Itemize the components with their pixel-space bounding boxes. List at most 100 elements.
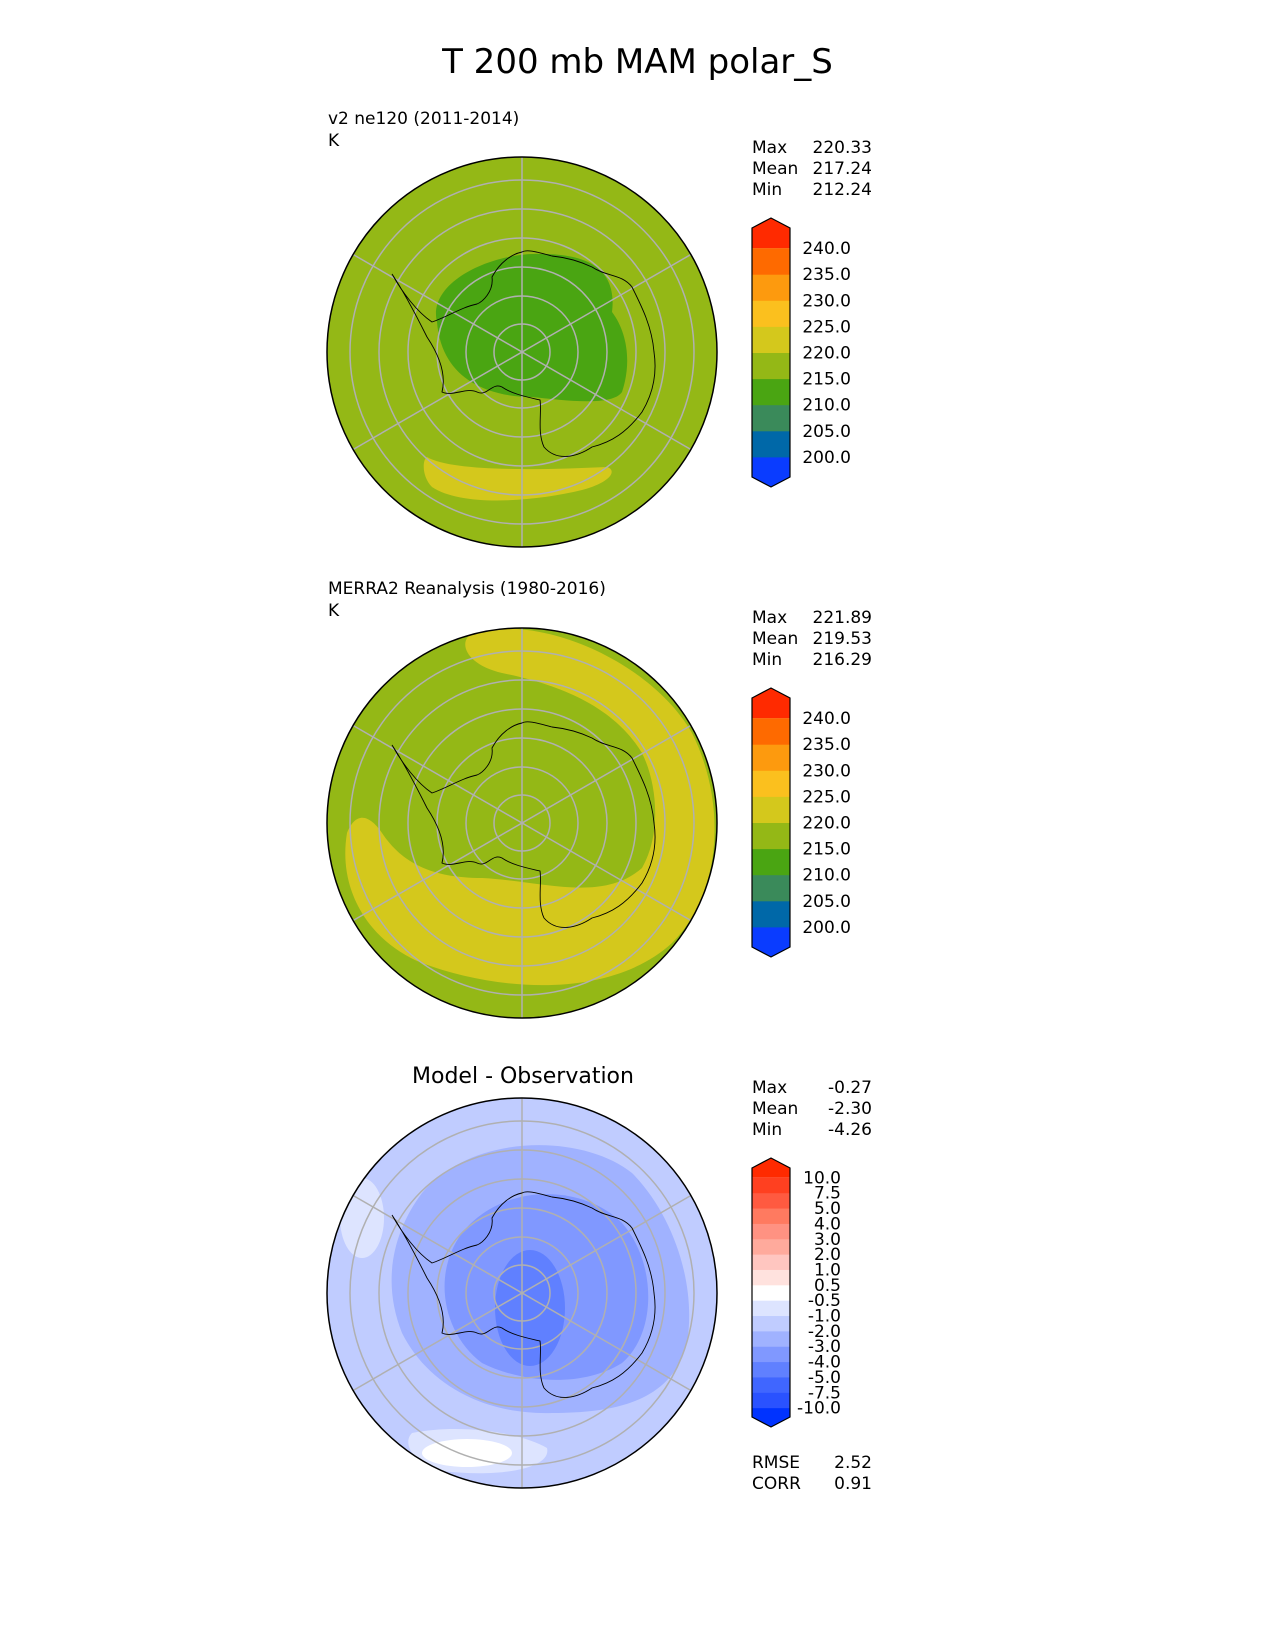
stat-value: 216.29 <box>812 650 872 670</box>
colorbar-segment <box>752 1376 790 1393</box>
stat-label: Mean <box>752 159 799 179</box>
colorbar-outline <box>751 687 791 958</box>
panel1-units: K <box>328 131 340 151</box>
colorbar-segment <box>752 848 790 876</box>
stat-label: Min <box>752 1120 783 1140</box>
colorbar-segment <box>752 744 790 771</box>
contour-region <box>340 1178 384 1258</box>
colorbar-segment <box>752 1330 790 1347</box>
colorbar-segment <box>752 1254 790 1270</box>
stat-value: -4.26 <box>828 1120 872 1140</box>
panel1-name: v2 ne120 (2011-2014) <box>328 109 520 129</box>
colorbar-tick-label: 7.5 <box>814 1184 841 1204</box>
colorbar-tick-label: 205.0 <box>802 422 851 442</box>
longitude-gridline <box>352 1194 692 1392</box>
figure-title: T 200 mb MAM polar_S <box>442 42 833 82</box>
colorbar-tick-label: 240.0 <box>802 709 851 729</box>
colorbar-tick-label: 5.0 <box>814 1199 841 1219</box>
stat-value: 220.33 <box>812 138 872 158</box>
map-field <box>327 1098 717 1488</box>
colorbar-tick-label: 210.0 <box>802 396 851 416</box>
colorbar-tick-label: 220.0 <box>802 344 851 364</box>
panel2-name: MERRA2 Reanalysis (1980-2016) <box>328 579 606 599</box>
colorbar-extend-max <box>752 218 790 249</box>
colorbar-tick-label: 2.0 <box>814 1245 841 1265</box>
stat-label: Max <box>752 138 788 158</box>
colorbar-tick-label: 230.0 <box>802 761 851 781</box>
stat-label: Max <box>752 1078 788 1098</box>
stat-label: Mean <box>752 1099 799 1119</box>
colorbar-segment <box>752 1269 790 1286</box>
stat-value: -2.30 <box>828 1099 872 1119</box>
map-panel-1 <box>326 156 718 548</box>
colorbar-segment <box>752 900 790 928</box>
colorbar-segment <box>752 378 790 406</box>
colorbar-segment <box>752 1284 790 1301</box>
colorbar-segment <box>752 822 790 850</box>
colorbar-outline <box>751 1157 791 1428</box>
map-field <box>327 157 717 547</box>
map-boundary <box>326 1097 718 1489</box>
colorbar-segment <box>752 1177 790 1194</box>
colorbar-tick-label: -7.5 <box>808 1383 841 1403</box>
stat-label: Max <box>752 608 788 628</box>
colorbar-tick-label: 230.0 <box>802 291 851 311</box>
contour-region <box>345 628 715 986</box>
stat-label: Mean <box>752 629 799 649</box>
colorbar-tick-label: 210.0 <box>802 866 851 886</box>
colorbar-segment <box>752 404 790 432</box>
map-panel-3 <box>326 1097 718 1489</box>
stat-label: Min <box>752 180 783 200</box>
colorbar-segment <box>752 1238 790 1255</box>
colorbar-segment <box>752 718 790 745</box>
antarctica-coastline <box>391 250 656 457</box>
colorbar-tick-label: 4.0 <box>814 1214 841 1234</box>
colorbar-tick-label: 10.0 <box>803 1168 841 1188</box>
colorbar-tick-label: -2.0 <box>808 1322 841 1342</box>
colorbar-tick-label: -10.0 <box>797 1399 841 1419</box>
panel2-title: MERRA2 Reanalysis (1980-2016) K <box>328 578 606 622</box>
colorbar-segment <box>752 274 790 301</box>
colorbar-tick-label: -4.0 <box>808 1353 841 1373</box>
longitude-gridline <box>352 724 692 922</box>
stat-value: -0.27 <box>828 1078 872 1098</box>
panel2-stats: Max 221.89 Mean 219.53 Min 216.29 <box>752 608 872 674</box>
colorbar-tick-label: -5.0 <box>808 1368 841 1388</box>
map-boundary <box>326 627 718 1019</box>
colorbar-segment <box>752 1300 790 1317</box>
panel3-metrics: RMSE 2.52 CORR 0.91 <box>752 1453 872 1497</box>
contour-region <box>435 253 628 402</box>
colorbar-tick-label: -3.0 <box>808 1337 841 1357</box>
longitude-gridline <box>352 253 692 451</box>
colorbar-extend-max <box>752 688 790 719</box>
colorbar-1: 200.0 205.0 210.0 215.0 220.0 225.0 230.0 235.0… <box>751 217 851 488</box>
colorbar-tick-label: -0.5 <box>808 1291 841 1311</box>
colorbar-segment <box>752 1346 790 1363</box>
map-boundary <box>326 156 718 548</box>
colorbar-extend-max <box>752 1158 790 1178</box>
panel1-title: v2 ne120 (2011-2014) K <box>328 108 519 152</box>
colorbar-tick-label: 3.0 <box>814 1230 841 1250</box>
stat-value: 217.24 <box>812 159 872 179</box>
map-panel-2 <box>326 627 718 1019</box>
stat-value: 212.24 <box>812 180 872 200</box>
colorbar-tick-label: 235.0 <box>802 265 851 285</box>
colorbar-segment <box>752 770 790 797</box>
metric-label: RMSE <box>752 1453 801 1473</box>
colorbar-tick-label: 235.0 <box>802 735 851 755</box>
metric-label: CORR <box>752 1474 801 1494</box>
metric-value: 0.91 <box>834 1474 872 1494</box>
colorbar-segment <box>752 1315 790 1332</box>
colorbar-outline <box>751 217 791 488</box>
antarctica-coastline <box>391 721 656 928</box>
colorbar-tick-label: 1.0 <box>814 1260 841 1280</box>
metric-value: 2.52 <box>834 1453 872 1473</box>
stat-value: 219.53 <box>812 629 872 649</box>
colorbar-segment <box>752 248 790 275</box>
colorbar-tick-label: 225.0 <box>802 787 851 807</box>
colorbar-3: -10.0-7.5-5.0-4.0-3.0-2.0-1.0-0.50.51.02… <box>751 1157 841 1428</box>
colorbar-tick-label: 200.0 <box>802 448 851 468</box>
colorbar-segment <box>752 796 790 823</box>
